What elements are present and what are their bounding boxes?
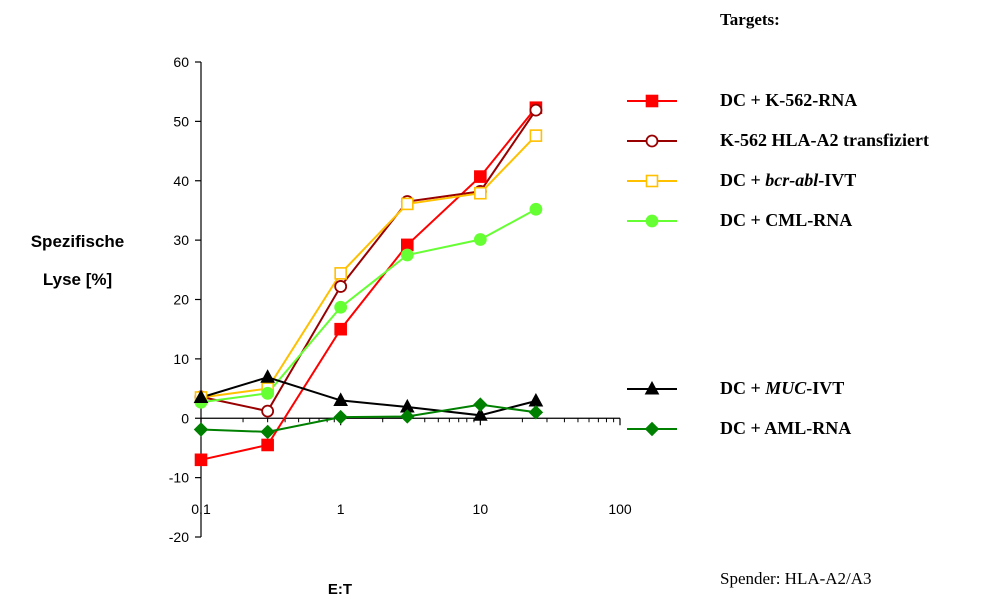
legend-marker-5 [644, 421, 660, 437]
data-point-series-5 [193, 422, 209, 437]
legend-marker-3 [645, 214, 659, 228]
legend-label-1: K-562 HLA-A2 transfiziert [720, 130, 929, 151]
y-axis-label-line2: Lyse [%] [42, 270, 113, 289]
legend-label-part: -IVT [806, 378, 845, 398]
data-point-series-3 [334, 300, 348, 314]
legend-marker-2 [645, 174, 659, 188]
legend-label-part: MUC [765, 378, 807, 398]
legend-label-2: DC + bcr-abl-IVT [720, 170, 856, 191]
legend-label-part: DC + CML-RNA [720, 210, 853, 230]
data-point-series-4 [333, 392, 349, 406]
legend-marker-1 [645, 134, 659, 148]
data-point-series-5 [400, 409, 415, 424]
data-point-series-3 [473, 233, 487, 246]
donor-annotation: Spender: HLA-A2/A3 [720, 569, 872, 588]
legend-label-part: DC + [720, 170, 766, 190]
data-point-series-5 [333, 409, 348, 425]
legend-label-part: bcr-abl [765, 170, 819, 190]
x-axis-label: E:T [327, 581, 353, 598]
data-point-series-3 [400, 248, 414, 262]
legend-label-3: DC + CML-RNA [720, 210, 852, 231]
legend-title: Targets: [720, 10, 780, 29]
series-line-5 [200, 403, 537, 433]
series-line-0 [200, 107, 537, 461]
data-point-series-0 [261, 438, 274, 452]
legend-label-part: DC + AML-RNA [720, 418, 852, 438]
data-point-series-2 [334, 267, 347, 280]
data-point-series-3 [261, 386, 275, 400]
x-tick-label: 10 [473, 501, 489, 517]
data-point-series-1 [261, 404, 275, 418]
x-tick-label: 100 [608, 501, 632, 517]
series-line-4 [200, 376, 537, 417]
data-point-series-5 [473, 397, 488, 412]
y-tick-label: 10 [173, 351, 189, 367]
data-point-series-4 [528, 392, 544, 407]
legend-label-part: DC + K-562-RNA [720, 90, 858, 110]
legend-label-part: DC + [720, 378, 766, 398]
legend-label-0: DC + K-562-RNA [720, 90, 857, 111]
data-point-series-4 [260, 369, 275, 383]
y-tick-label: 60 [173, 54, 189, 70]
y-axis-label-line1: Spezifische [30, 232, 125, 251]
y-tick-label: 50 [173, 113, 189, 129]
y-tick-label: 20 [173, 292, 189, 308]
y-tick-label: -10 [169, 470, 189, 486]
legend-marker-0 [645, 94, 659, 108]
data-point-series-0 [194, 453, 208, 467]
data-point-series-5 [528, 405, 544, 420]
data-point-series-2 [529, 129, 543, 142]
legend-marker-4 [644, 380, 660, 395]
x-tick-label: 0,1 [191, 501, 211, 517]
x-tick-label: 1 [337, 501, 345, 517]
legend-label-part: K-562 HLA-A2 transfiziert [720, 130, 929, 150]
data-point-series-3 [529, 202, 543, 216]
y-tick-label: -20 [169, 529, 189, 545]
data-point-series-0 [334, 322, 347, 336]
data-point-series-0 [474, 170, 487, 183]
legend-label-part: -IVT [818, 170, 857, 190]
data-point-series-2 [401, 197, 414, 211]
series-line-2 [200, 134, 537, 399]
y-tick-label: 40 [173, 173, 189, 189]
data-point-series-1 [334, 280, 348, 293]
data-point-series-5 [260, 424, 275, 440]
data-point-series-4 [193, 389, 209, 403]
data-point-series-4 [472, 407, 488, 421]
series-line-3 [200, 208, 537, 404]
data-point-series-1 [529, 103, 543, 117]
legend-label-4: DC + MUC-IVT [720, 378, 844, 399]
legend-label-5: DC + AML-RNA [720, 418, 851, 439]
data-point-series-2 [474, 186, 487, 200]
y-tick-label: 0 [181, 410, 189, 426]
y-tick-label: 30 [173, 232, 189, 248]
series-line-1 [200, 109, 537, 413]
